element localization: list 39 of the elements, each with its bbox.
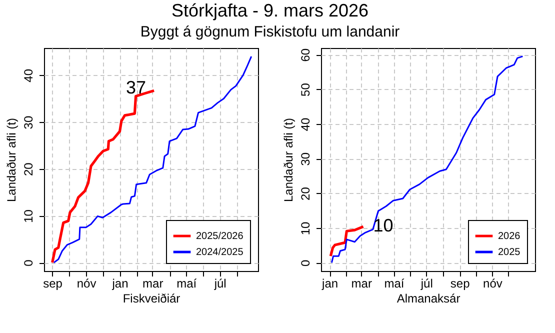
x-axis-title: Fiskveiðiár bbox=[122, 292, 180, 306]
chart-title: Stórkjafta - 9. mars 2026 bbox=[171, 0, 369, 20]
legend-label: 2025 bbox=[498, 247, 521, 258]
x-tick-label: nóv bbox=[76, 276, 96, 290]
legend-label: 2024/2025 bbox=[196, 247, 244, 258]
y-tick-label: 50 bbox=[298, 82, 312, 96]
y-tick-label: 10 bbox=[22, 209, 36, 223]
annotation: 37 bbox=[126, 78, 146, 98]
y-tick-label: 60 bbox=[298, 48, 312, 62]
y-axis-title: Landaður afli (t) bbox=[282, 118, 296, 202]
y-tick-label: 30 bbox=[22, 116, 36, 130]
legend-label: 2025/2026 bbox=[196, 231, 244, 242]
x-tick-label: mar bbox=[351, 276, 372, 290]
x-tick-label: jan bbox=[111, 276, 128, 290]
x-tick-label: maí bbox=[384, 276, 405, 290]
line-series bbox=[329, 225, 365, 258]
y-tick-label: 20 bbox=[22, 162, 36, 176]
y-tick-label: 0 bbox=[22, 259, 36, 266]
y-axis-title: Landaður afli (t) bbox=[4, 118, 18, 202]
chart-subtitle: Byggt á gögnum Fiskistofu um landanir bbox=[140, 23, 400, 40]
x-tick-label: mar bbox=[142, 276, 164, 290]
x-tick-label: júl bbox=[420, 276, 433, 290]
x-tick-label: nóv bbox=[483, 276, 502, 290]
x-tick-label: sep bbox=[43, 276, 63, 290]
x-tick-label: jan bbox=[321, 276, 338, 290]
y-tick-label: 30 bbox=[298, 152, 312, 166]
x-tick-label: júl bbox=[213, 276, 226, 290]
annotation: 10 bbox=[373, 216, 394, 236]
line-series bbox=[330, 56, 524, 264]
y-tick-label: 40 bbox=[22, 68, 36, 82]
x-tick-label: maí bbox=[176, 276, 198, 290]
y-tick-label: 0 bbox=[298, 260, 312, 267]
x-tick-label: sep bbox=[450, 276, 470, 290]
y-tick-label: 20 bbox=[298, 186, 312, 200]
y-tick-label: 40 bbox=[298, 117, 312, 132]
x-axis-title: Almanaksár bbox=[396, 292, 460, 306]
line-series bbox=[53, 56, 252, 264]
y-tick-label: 10 bbox=[298, 222, 312, 236]
legend-label: 2026 bbox=[498, 231, 521, 242]
